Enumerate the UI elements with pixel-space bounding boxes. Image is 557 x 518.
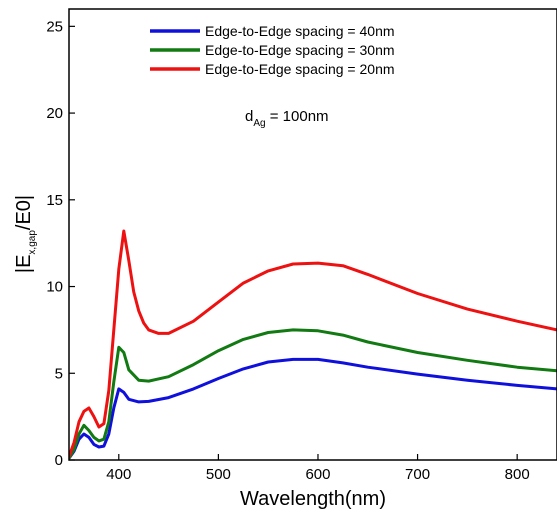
series-line-1 xyxy=(69,357,557,460)
legend-label: Edge-to-Edge spacing = 40nm xyxy=(205,23,395,39)
x-tick-label: 600 xyxy=(305,466,330,483)
y-axis-title: |Ex,gap/E0| xyxy=(13,195,38,273)
y-tick-label: 5 xyxy=(55,365,63,382)
series-line-2 xyxy=(69,328,557,460)
y-tick-label: 20 xyxy=(46,105,63,122)
y-tick-label: 10 xyxy=(46,279,63,296)
legend-label: Edge-to-Edge spacing = 20nm xyxy=(205,61,395,77)
x-axis-ticks: 400 500 600 700 800 xyxy=(106,454,530,483)
series-line-3 xyxy=(69,229,557,458)
y-axis-ticks: 0 5 10 15 20 25 xyxy=(46,18,75,469)
annotation-d-ag: dAg = 100nm xyxy=(245,108,329,129)
y-tick-label: 15 xyxy=(46,192,63,209)
x-axis-title: Wavelength(nm) xyxy=(240,488,386,510)
x-tick-label: 700 xyxy=(405,466,430,483)
y-tick-label: 0 xyxy=(55,452,63,469)
legend: Edge-to-Edge spacing = 40nm Edge-to-Edge … xyxy=(150,23,395,77)
x-tick-label: 500 xyxy=(206,466,231,483)
x-tick-label: 800 xyxy=(505,466,530,483)
legend-label: Edge-to-Edge spacing = 30nm xyxy=(205,42,395,58)
plot-frame xyxy=(68,8,557,461)
y-tick-label: 25 xyxy=(46,18,63,35)
x-tick-label: 400 xyxy=(106,466,131,483)
